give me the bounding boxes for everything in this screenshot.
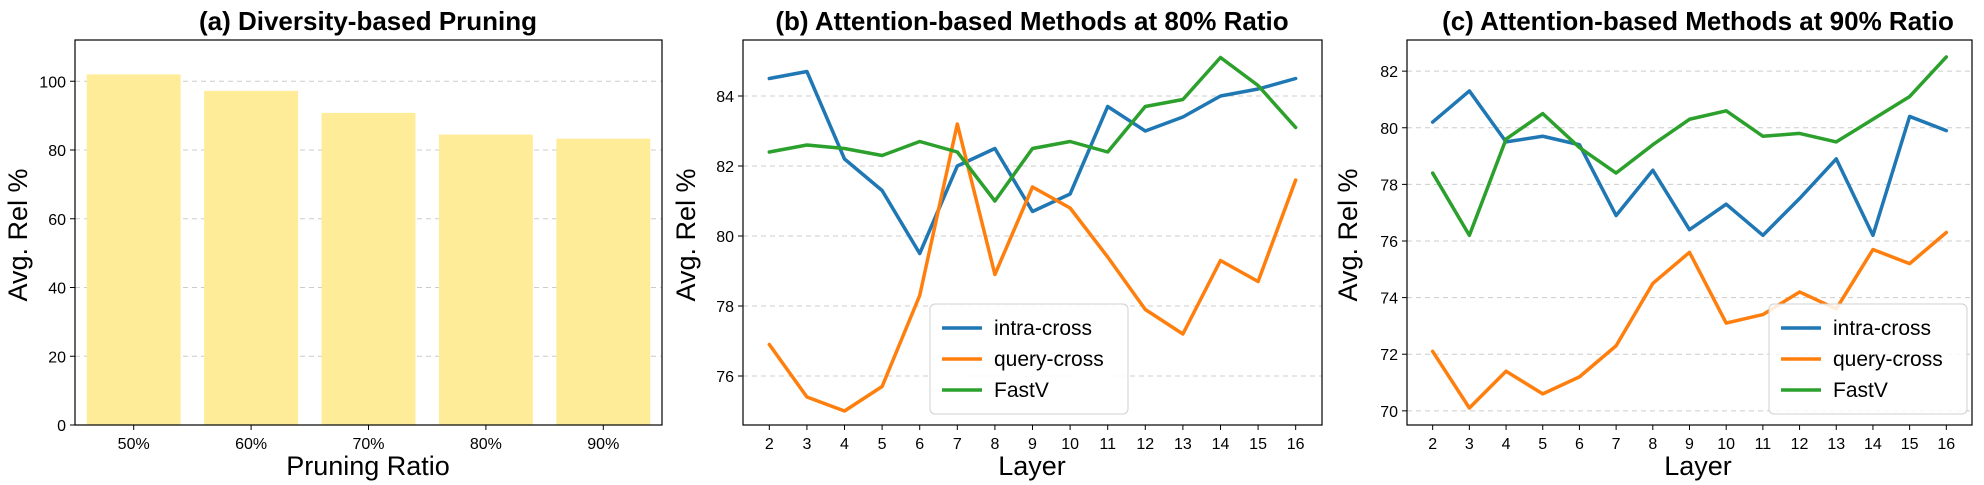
chart-b-ytick-label: 78 xyxy=(716,299,734,316)
chart-b-ytick-label: 84 xyxy=(716,89,734,106)
chart-c-ytick-label: 80 xyxy=(1380,121,1398,138)
chart-a-xtick-label: 60% xyxy=(235,436,267,453)
chart-b-xlabel: Layer xyxy=(998,451,1066,481)
bar-80pct xyxy=(438,134,533,425)
chart-b-series-fastv xyxy=(767,55,1298,203)
chart-b-xtick-label: 13 xyxy=(1174,436,1192,453)
chart-c-xtick-label: 11 xyxy=(1755,436,1772,453)
chart-c-xtick-label: 14 xyxy=(1864,436,1882,453)
chart-c-legend-box xyxy=(1768,303,1968,415)
chart-b-xtick-label: 5 xyxy=(878,436,887,453)
chart-b-legend: intra-cross query-cross FastV xyxy=(929,303,1129,415)
chart-b-ytick-label: 76 xyxy=(716,369,734,386)
chart-b-xtick-label: 2 xyxy=(765,436,774,453)
chart-b-ylabel: Avg. Rel % xyxy=(671,168,701,301)
chart-b-legend-label-intra-cross: intra-cross xyxy=(994,317,1092,340)
chart-c-legend-label-query-cross: query-cross xyxy=(1833,348,1943,371)
chart-b-series-query-cross xyxy=(767,122,1298,413)
chart-c-xtick-label: 8 xyxy=(1648,436,1657,453)
chart-c-xtick-label: 13 xyxy=(1827,436,1845,453)
bar-70pct xyxy=(321,112,416,425)
chart-b-xtick-label: 11 xyxy=(1099,436,1116,453)
bar-90pct xyxy=(556,138,651,425)
chart-c-xtick-label: 6 xyxy=(1575,436,1584,453)
chart-b-xtick-label: 6 xyxy=(915,436,924,453)
panel-diversity-pruning: (a) Diversity-based Pruning Pruning Rati… xyxy=(3,6,663,481)
chart-c-xtick-label: 12 xyxy=(1791,436,1809,453)
chart-a-ytick-label: 100 xyxy=(39,74,66,91)
chart-c-ytick-label: 74 xyxy=(1380,291,1398,308)
chart-c-xtick-label: 9 xyxy=(1685,436,1694,453)
chart-c-xtick-label: 4 xyxy=(1502,436,1511,453)
chart-c-legend-label-intra-cross: intra-cross xyxy=(1833,317,1931,340)
chart-c-xtick-label: 2 xyxy=(1428,436,1437,453)
chart-b-xtick-label: 7 xyxy=(953,436,962,453)
bar-50pct xyxy=(86,74,181,425)
chart-b-ytick-label: 82 xyxy=(716,159,734,176)
chart-b-title: (b) Attention-based Methods at 80% Ratio xyxy=(775,6,1288,36)
chart-a-title: (a) Diversity-based Pruning xyxy=(199,6,537,36)
chart-b-xtick-label: 10 xyxy=(1061,436,1079,453)
chart-a-ytick-label: 20 xyxy=(48,349,66,366)
chart-c-legend-label-fastv: FastV xyxy=(1833,379,1888,402)
chart-c-xtick-label: 15 xyxy=(1901,436,1919,453)
chart-a-ytick-label: 60 xyxy=(48,212,66,229)
panel-attention-80: (b) Attention-based Methods at 80% Ratio… xyxy=(671,6,1323,481)
chart-a-ytick-label: 0 xyxy=(57,418,66,435)
chart-b-legend-box xyxy=(929,303,1129,415)
chart-a-xtick-label: 80% xyxy=(470,436,502,453)
chart-a-xtick-label: 50% xyxy=(118,436,150,453)
bar-60pct xyxy=(204,90,299,425)
chart-c-ytick-label: 76 xyxy=(1380,234,1398,251)
chart-c-title: (c) Attention-based Methods at 90% Ratio xyxy=(1442,6,1954,36)
chart-a-ylabel: Avg. Rel % xyxy=(3,168,33,301)
chart-c-series-fastv xyxy=(1430,55,1949,238)
chart-b-ytick-label: 80 xyxy=(716,229,734,246)
chart-c-xtick-label: 16 xyxy=(1937,436,1955,453)
chart-c-xtick-label: 5 xyxy=(1538,436,1547,453)
chart-a-xlabel: Pruning Ratio xyxy=(286,451,450,481)
chart-a-ytick-label: 80 xyxy=(48,143,66,160)
chart-c-xtick-label: 10 xyxy=(1717,436,1735,453)
chart-b-legend-label-query-cross: query-cross xyxy=(994,348,1104,371)
chart-c-ytick-label: 72 xyxy=(1380,347,1398,364)
chart-c-series-query-cross xyxy=(1430,230,1949,410)
panel-attention-90: (c) Attention-based Methods at 90% Ratio… xyxy=(1333,6,1973,481)
chart-b-series-intra-cross xyxy=(767,69,1298,256)
chart-a-xtick-label: 70% xyxy=(352,436,384,453)
chart-c-ylabel: Avg. Rel % xyxy=(1333,168,1363,301)
chart-c-xtick-label: 7 xyxy=(1612,436,1621,453)
chart-c-ytick-label: 78 xyxy=(1380,177,1398,194)
chart-c-xlabel: Layer xyxy=(1664,451,1732,481)
chart-a-ytick-label: 40 xyxy=(48,281,66,298)
chart-c-legend: intra-cross query-cross FastV xyxy=(1768,303,1968,415)
chart-b-xtick-label: 8 xyxy=(990,436,999,453)
chart-b-xtick-label: 12 xyxy=(1136,436,1154,453)
chart-a-xtick-label: 90% xyxy=(587,436,619,453)
chart-b-xtick-label: 14 xyxy=(1212,436,1230,453)
chart-b-xtick-label: 9 xyxy=(1028,436,1037,453)
chart-c-ytick-label: 82 xyxy=(1380,64,1398,81)
chart-c-xtick-label: 3 xyxy=(1465,436,1474,453)
chart-b-xtick-label: 4 xyxy=(840,436,849,453)
chart-b-xtick-label: 15 xyxy=(1249,436,1267,453)
chart-b-xtick-label: 3 xyxy=(802,436,811,453)
chart-c-ytick-label: 70 xyxy=(1380,404,1398,421)
chart-b-xtick-label: 16 xyxy=(1287,436,1305,453)
chart-c-series-intra-cross xyxy=(1430,89,1949,238)
chart-b-legend-label-fastv: FastV xyxy=(994,379,1049,402)
